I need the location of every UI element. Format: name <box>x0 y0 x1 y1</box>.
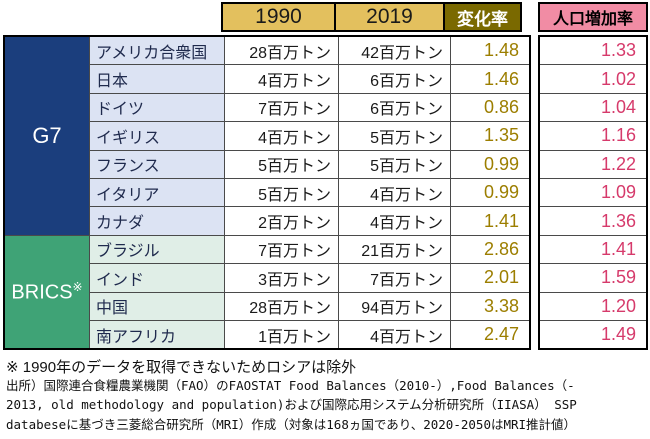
pop-growth-cell: 1.22 <box>540 150 646 178</box>
group-brics-label: BRICS <box>11 281 73 304</box>
header-1990: 1990 <box>221 2 336 32</box>
value-2019-cell: 4百万トン <box>339 320 450 349</box>
pop-growth-cell: 1.20 <box>540 292 646 320</box>
value-1990-cell: 7百万トン <box>225 235 338 264</box>
pop-growth-cell: 1.04 <box>540 93 646 122</box>
value-1990-cell: 2百万トン <box>225 207 338 235</box>
change-rate-cell: 0.99 <box>451 150 529 178</box>
value-2019-cell: 5百万トン <box>339 122 450 150</box>
country-cell: イギリス <box>90 122 224 150</box>
value-2019-cell: 4百万トン <box>339 207 450 235</box>
group-brics-footnote-mark: ※ <box>72 279 83 294</box>
pop-growth-cell: 1.09 <box>540 178 646 207</box>
value-2019-cell: 6百万トン <box>339 65 450 93</box>
pop-growth-cell: 1.49 <box>540 320 646 349</box>
change-rate-cell: 1.46 <box>451 65 529 93</box>
pop-growth-cell: 1.41 <box>540 235 646 264</box>
value-1990-cell: 1百万トン <box>225 320 338 349</box>
country-cell: ブラジル <box>90 235 224 264</box>
value-1990-cell: 3百万トン <box>225 264 338 292</box>
value-2019-cell: 6百万トン <box>339 93 450 122</box>
group-brics-text: BRICS※ <box>11 280 82 305</box>
change-rate-cell: 2.86 <box>451 235 529 264</box>
value-2019-cell: 21百万トン <box>339 235 450 264</box>
country-cell: アメリカ合衆国 <box>90 37 224 65</box>
change-rate-cell: 0.99 <box>451 178 529 207</box>
pop-growth-cell: 1.02 <box>540 65 646 93</box>
value-2019-cell: 4百万トン <box>339 178 450 207</box>
value-1990-cell: 4百万トン <box>225 65 338 93</box>
change-rate-cell: 0.86 <box>451 93 529 122</box>
value-1990-cell: 4百万トン <box>225 122 338 150</box>
main-table-header: 1990 2019 変化率 <box>221 2 522 32</box>
group-g7-text: G7 <box>32 122 62 148</box>
value-2019-cell: 94百万トン <box>339 292 450 320</box>
footnote-russia-excluded: ※ 1990年のデータを取得できないためロシアは除外 <box>6 359 357 376</box>
group-label-brics: BRICS※ <box>5 235 89 349</box>
country-cell: フランス <box>90 150 224 178</box>
change-rate-cell: 2.01 <box>451 264 529 292</box>
change-rate-cell: 1.48 <box>451 37 529 65</box>
population-growth-table-body: 1.33 1.02 1.04 1.16 1.22 1.09 1.36 1.41 … <box>538 35 648 351</box>
value-1990-cell: 28百万トン <box>225 292 338 320</box>
value-2019-cell: 7百万トン <box>339 264 450 292</box>
group-label-g7: G7 <box>5 37 89 235</box>
value-1990-cell: 7百万トン <box>225 93 338 122</box>
pop-growth-cell: 1.36 <box>540 207 646 235</box>
country-cell: 中国 <box>90 292 224 320</box>
source-line-1: 出所）国際連合食糧農業機関（FAO）のFAOSTAT Food Balances… <box>6 378 575 393</box>
header-2019: 2019 <box>334 2 445 32</box>
pop-growth-cell: 1.16 <box>540 122 646 150</box>
main-table-body: G7 BRICS※ アメリカ合衆国 28百万トン 42百万トン 1.48 日本 … <box>3 35 531 351</box>
value-2019-cell: 5百万トン <box>339 150 450 178</box>
change-rate-cell: 1.35 <box>451 122 529 150</box>
source-line-3: databeseに基づき三菱総合研究所（MRI）作成（対象は168ヵ国であり、2… <box>6 416 577 432</box>
pop-growth-cell: 1.33 <box>540 37 646 65</box>
change-rate-cell: 1.41 <box>451 207 529 235</box>
source-citation: 出所）国際連合食糧農業機関（FAO）のFAOSTAT Food Balances… <box>6 376 646 434</box>
header-population-growth: 人口増加率 <box>538 2 648 32</box>
value-1990-cell: 5百万トン <box>225 178 338 207</box>
value-1990-cell: 28百万トン <box>225 37 338 65</box>
pop-growth-cell: 1.59 <box>540 264 646 292</box>
change-rate-cell: 2.47 <box>451 320 529 349</box>
change-rate-cell: 3.38 <box>451 292 529 320</box>
source-line-2: 2013, old methodology and population)および… <box>6 397 577 413</box>
country-cell: インド <box>90 264 224 292</box>
value-2019-cell: 42百万トン <box>339 37 450 65</box>
header-change-rate: 変化率 <box>443 2 522 32</box>
country-cell: 日本 <box>90 65 224 93</box>
country-cell: イタリア <box>90 178 224 207</box>
country-cell: ドイツ <box>90 93 224 122</box>
country-cell: カナダ <box>90 207 224 235</box>
country-cell: 南アフリカ <box>90 320 224 349</box>
value-1990-cell: 5百万トン <box>225 150 338 178</box>
